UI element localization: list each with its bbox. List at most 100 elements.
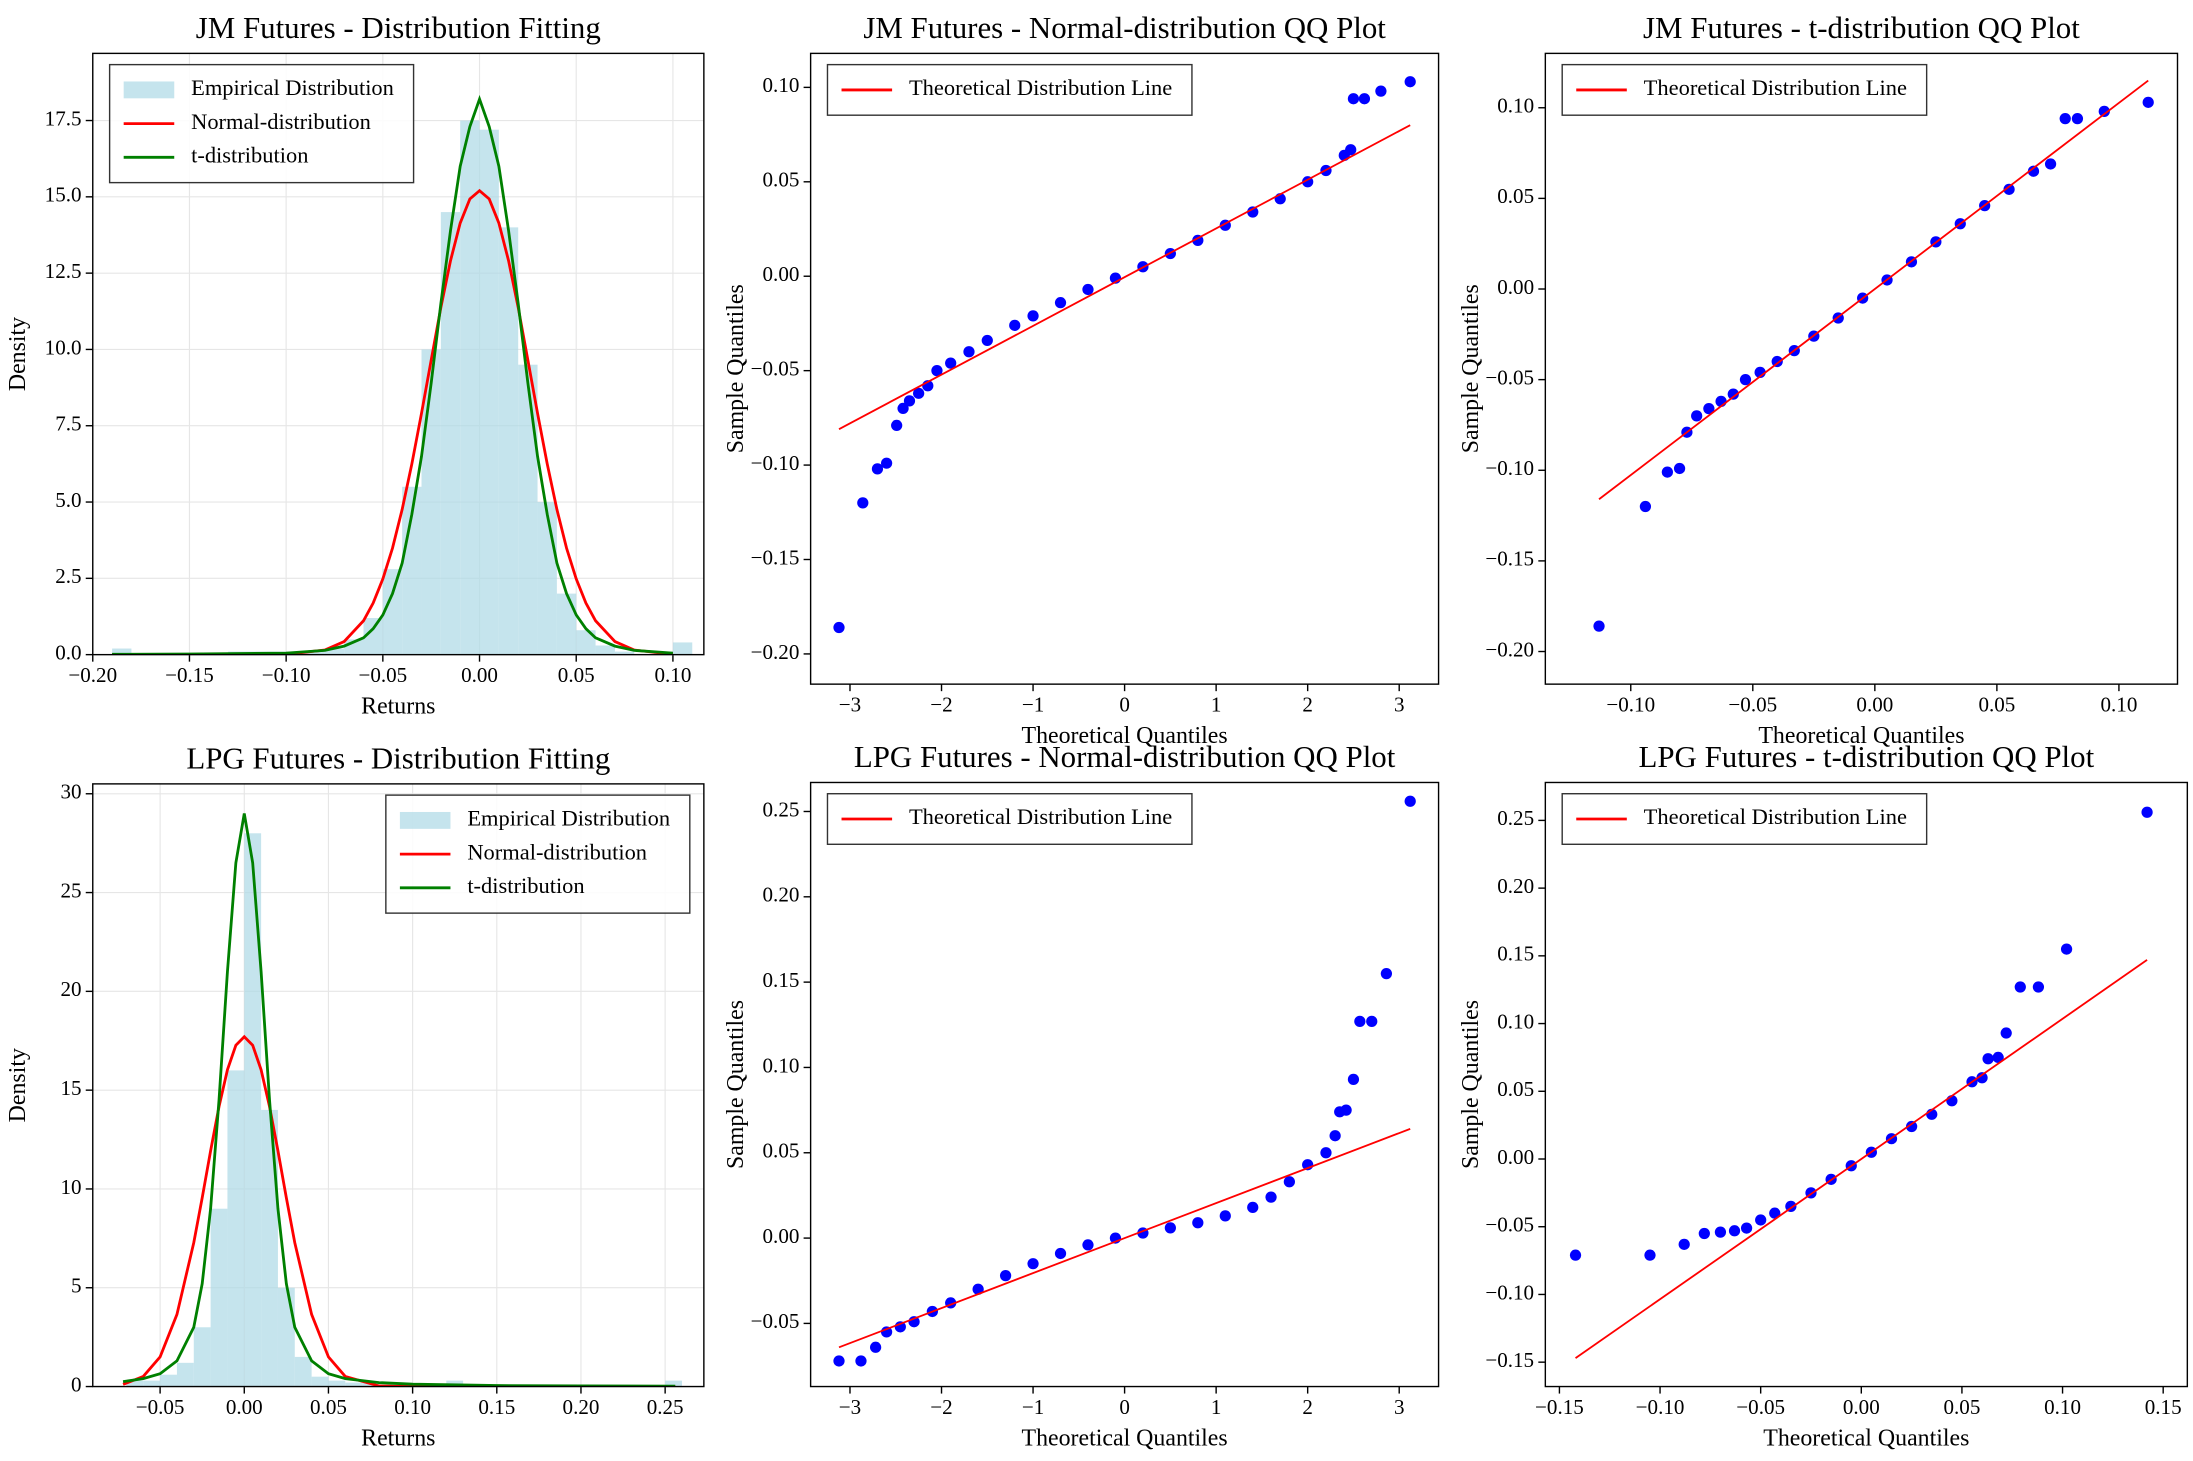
x-tick-label: −0.05 [136,1395,185,1419]
histogram-bar [479,129,499,655]
y-tick-label: 30 [60,780,81,804]
histogram-bar [518,364,538,655]
y-tick-label: 0.10 [763,1053,800,1077]
x-tick-label: 0.10 [2044,1395,2081,1419]
qq-point [1164,1222,1176,1234]
y-tick-label: 0.10 [1497,94,1534,118]
legend-label: Theoretical Distribution Line [1644,804,1907,829]
qq-point [1644,1249,1656,1261]
histogram-bar [210,1208,228,1387]
axes-frame [92,783,705,1388]
histogram-bar [363,618,383,655]
y-axis-label: Density [5,317,31,391]
x-tick-label: 2 [1302,1395,1313,1419]
plot-area [1569,806,2153,1359]
x-tick-label: 0.00 [1856,692,1893,716]
y-tick-label: 7.5 [55,412,81,436]
histogram-bar [328,1380,346,1387]
x-tick-label: 0.00 [461,663,498,687]
panel-title: LPG Futures - Normal-distribution QQ Plo… [854,739,1396,774]
panel-title: LPG Futures - Distribution Fitting [186,740,610,775]
y-axis-label: Sample Quantiles [1458,284,1484,453]
qq-point [1265,1191,1277,1203]
legend: Theoretical Distribution Line [1561,793,1928,845]
histogram-bar [382,569,403,655]
qq-point [880,1326,893,1338]
qq-point [2000,1027,2012,1039]
qq-point [1192,1217,1204,1229]
qq-point [833,1355,845,1367]
x-axis-label: Theoretical Quantiles [1022,723,1228,749]
y-tick-label: 0.25 [763,797,800,821]
y-tick-label: −0.05 [1485,365,1534,389]
x-tick-label: 0.15 [478,1395,515,1419]
qq-point [1678,1238,1690,1250]
axes-frame [92,52,705,656]
qq-point [2003,183,2015,195]
y-tick-label: 0.15 [1497,942,1534,966]
panel-title: LPG Futures - t-distribution QQ Plot [1639,739,2095,774]
legend-label: Normal-distribution [191,109,371,134]
x-tick-label: −2 [930,1395,952,1419]
plot-area [112,94,693,655]
y-tick-label: 0.15 [763,968,800,992]
qq-point [871,463,884,475]
qq-point [1054,1247,1067,1260]
qq-point [1345,144,1357,156]
qq-point [981,334,993,347]
panel-title: JM Futures - Normal-distribution QQ Plot [863,10,1386,45]
plot-area [833,76,1416,634]
histogram-bar [402,486,422,655]
x-tick-label: −2 [930,692,952,716]
qq-point [1992,1051,2004,1064]
qq-point [1354,1015,1366,1027]
qq-point [897,402,909,415]
x-axis-label: Theoretical Quantiles [1758,723,1964,749]
panel-title: JM Futures - t-distribution QQ Plot [1643,10,2080,45]
y-tick-label: 17.5 [45,106,82,130]
qq-point [1320,1147,1332,1159]
qq-point [945,357,957,369]
y-tick-label: −0.05 [751,356,800,380]
qq-point [1219,1210,1231,1222]
qq-point [1698,1227,1710,1240]
x-tick-label: −0.05 [1736,1395,1785,1419]
x-axis-label: Theoretical Quantiles [1022,1425,1228,1451]
fit-line [122,813,676,1387]
y-tick-label: 0.00 [763,1224,800,1248]
y-tick-label: 15 [60,1076,81,1100]
qq-point [2142,96,2154,108]
qq-point [2071,113,2084,125]
x-tick-label: 0.15 [2145,1395,2182,1419]
qq-point [1703,403,1715,415]
x-tick-label: 0 [1119,692,1130,716]
y-tick-label: 0.25 [1497,806,1534,830]
histogram-bar [672,642,693,655]
qq-point [1976,1072,1988,1084]
y-tick-label: 2.5 [55,564,81,588]
qq-point [913,387,925,399]
qq-point [1739,374,1752,386]
y-tick-label: 12.5 [45,259,82,283]
qq-point [1054,297,1067,309]
qq-point [857,497,869,509]
legend-label: Empirical Distribution [191,75,394,100]
y-tick-label: 0.10 [763,73,800,97]
histogram-bar [595,645,615,655]
panel: JM Futures - Distribution Fitting Returns… [5,10,705,720]
panel-title: JM Futures - Distribution Fitting [196,10,601,45]
x-tick-label: −1 [1022,1395,1044,1419]
x-tick-label: −0.10 [262,663,311,687]
y-tick-label: −0.20 [751,640,800,664]
x-tick-label: −0.05 [358,663,407,687]
histogram-bar [244,833,262,1387]
legend-label: Theoretical Distribution Line [909,804,1172,829]
x-tick-label: 1 [1211,692,1222,716]
qq-point [1740,1222,1753,1234]
x-tick-label: 1 [1211,1395,1222,1419]
qq-point [1691,410,1703,422]
y-tick-label: −0.05 [751,1309,800,1333]
x-tick-label: −1 [1022,692,1044,716]
qq-point [2032,981,2045,993]
x-tick-label: −3 [839,692,861,716]
